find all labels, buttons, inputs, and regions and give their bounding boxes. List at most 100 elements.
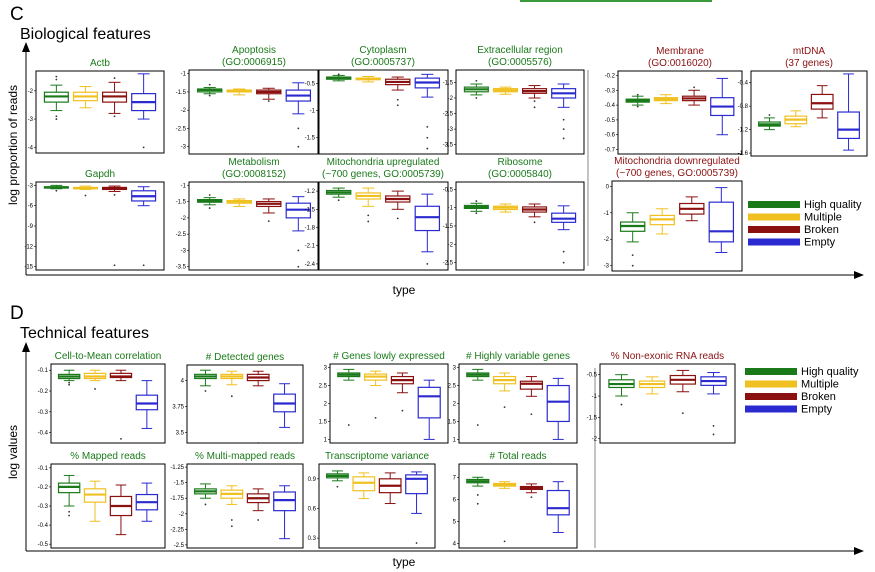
outlier-point [562, 128, 565, 131]
outlier-point [84, 194, 87, 197]
y-tick-label: -0.5 [38, 542, 49, 548]
box-high-quality [57, 369, 81, 386]
outlier-point [347, 424, 350, 426]
plot-title: Actb [90, 58, 110, 69]
plot-title: # Total reads [489, 451, 546, 462]
y-tick-label: -0.2 [38, 485, 49, 491]
y-tick-label: 2 [324, 402, 328, 408]
box-empty [708, 187, 735, 253]
outlier-point [475, 79, 478, 82]
outlier-point [415, 542, 418, 544]
outlier-point [113, 193, 116, 196]
boxplot-panel: % Mapped reads -0.1 -0.2 -0.3 -0.4 -0.5 [38, 451, 166, 549]
y-tick-label: -2.5 [443, 112, 454, 118]
y-tick-label: -2.5 [176, 126, 187, 132]
plot-frame [186, 364, 304, 444]
y-tick-label: -3.5 [443, 143, 454, 149]
boxplot-panel: Extracellular region(GO:0005576) -1.5 -2 -2… [443, 45, 585, 155]
box-broken [679, 196, 705, 222]
plot-title: (37 genes) [785, 58, 833, 69]
box-multiple [352, 472, 376, 500]
box-empty [837, 73, 860, 151]
box-broken [385, 76, 411, 107]
box-high-quality [43, 75, 69, 120]
box-empty [414, 193, 441, 265]
y-tick-label: -2.5 [174, 543, 185, 549]
box-high-quality [57, 474, 81, 517]
y-tick-label: -1 [181, 72, 187, 78]
box-high-quality [466, 476, 490, 505]
plot-frame [188, 69, 320, 155]
outlier-point [631, 254, 634, 257]
plot-frame [458, 463, 578, 549]
y-tick-label: -0.3 [605, 88, 616, 94]
boxplot-panel: Actb -2 -3 -4 [28, 58, 165, 154]
box-broken [681, 86, 707, 106]
boxplot-panel: # Detected genes 4 3.75 3.5 [172, 352, 304, 444]
boxplot-panels: Actb -2 -3 -4 Apoptosis(GO:0006915) -1 -1.5 -2 -… [24, 45, 868, 549]
box-broken [256, 198, 282, 223]
panel-d-letter: D [10, 303, 24, 324]
plot-title: % Non-exonic RNA reads [611, 351, 724, 362]
boxplot-panel: Apoptosis(GO:0006915) -1 -1.5 -2 -2.5 -3 [176, 45, 320, 155]
y-tick-label: -0.4 [605, 103, 616, 109]
box-iqr [546, 384, 570, 423]
outlier-point [230, 525, 233, 528]
box-broken [519, 483, 544, 499]
outlier-point [631, 264, 634, 267]
plot-title: Gapdh [85, 169, 115, 180]
boxplot-panel: mtDNA(37 genes) -0.4 -0.8 -1.2 -1.6 [738, 46, 868, 157]
legend-label: High quality [804, 199, 862, 211]
box-empty [417, 379, 441, 440]
y-tick-label: -1.5 [305, 136, 316, 142]
y-tick-label: -1 [604, 211, 610, 217]
box-multiple [220, 485, 244, 528]
plot-title: mtDNA [793, 46, 826, 57]
box-multiple [220, 370, 244, 398]
box-multiple [226, 88, 252, 96]
box-broken [102, 185, 128, 267]
y-tick-label: 3 [453, 366, 457, 372]
outlier-point [503, 406, 506, 408]
y-tick-label: -2 [181, 216, 187, 222]
y-tick-label: 3.75 [172, 405, 184, 411]
boxplot-panel: % Multi-mapped reads -1.25 -1.5 -1.75 -2 -2.2… [170, 451, 304, 549]
outlier-point [476, 424, 479, 426]
panel-d-ylabel: log values [6, 425, 20, 479]
outlier-point [55, 75, 58, 78]
outlier-point [533, 100, 536, 103]
legend-label: Broken [804, 224, 839, 236]
outlier-point [113, 264, 116, 267]
outlier-point [142, 264, 145, 267]
legend-swatch [745, 368, 797, 375]
plot-title: # Detected genes [206, 352, 284, 363]
box-multiple [72, 185, 98, 197]
y-tick-label: -0.3 [38, 410, 49, 416]
outlier-point [476, 494, 479, 496]
boxplot-panel: # Total reads 7 6 5 4 [453, 451, 578, 549]
plot-title: % Multi-mapped reads [195, 451, 295, 462]
box-high-quality [758, 114, 781, 131]
outlier-point [533, 106, 536, 109]
plot-frame [317, 181, 449, 271]
outlier-point [230, 519, 233, 521]
legend-label: Empty [804, 237, 836, 249]
outlier-point [426, 136, 429, 139]
boxplot-panel: Transcriptome variance 0.9 0.6 0.3 [308, 451, 436, 549]
y-tick-label: -3.5 [176, 265, 187, 271]
outlier-point [204, 503, 207, 506]
plot-frame [617, 70, 743, 155]
plot-title: Mitochondria downregulated [614, 156, 740, 167]
outlier-point [68, 510, 71, 513]
outlier-point [426, 126, 429, 128]
boxplot-panel: Gapdh -3 -6 -9 -12 -15 [24, 169, 165, 271]
outlier-point [120, 437, 122, 440]
y-tick-label: -0.5 [587, 373, 598, 379]
y-tick-label: 2 [453, 402, 457, 408]
outlier-point [681, 412, 684, 415]
plot-frame [317, 69, 449, 155]
box-broken [669, 369, 697, 415]
y-tick-label: 3 [324, 366, 328, 372]
box-high-quality [337, 368, 361, 426]
